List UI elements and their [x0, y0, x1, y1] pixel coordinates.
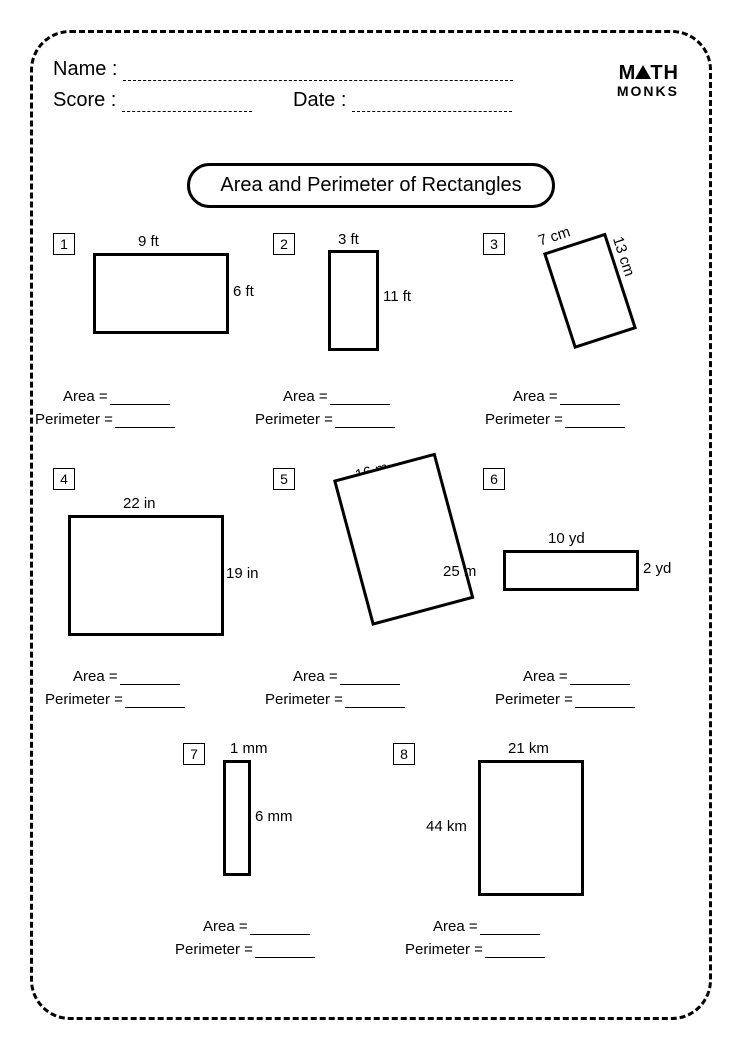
- perimeter-label: Perimeter =: [485, 411, 563, 428]
- height-label: 6 ft: [233, 283, 254, 300]
- problem-number: 2: [273, 233, 295, 255]
- score-date-row: Score : Date :: [53, 89, 689, 112]
- perimeter-blank[interactable]: [115, 415, 175, 428]
- perimeter-blank[interactable]: [485, 945, 545, 958]
- area-blank[interactable]: [330, 392, 390, 405]
- width-label: 9 ft: [138, 233, 159, 250]
- problem-6: 6 10 yd 2 yd Area = Perimeter =: [483, 468, 693, 728]
- triangle-icon: [635, 65, 651, 79]
- name-label: Name :: [53, 58, 117, 81]
- perimeter-blank[interactable]: [575, 695, 635, 708]
- name-field-row: Name :: [53, 58, 689, 81]
- area-label: Area =: [513, 388, 558, 405]
- area-blank[interactable]: [560, 392, 620, 405]
- perimeter-blank[interactable]: [335, 415, 395, 428]
- dashed-frame: Name : Score : Date : MTH MONKS Area and…: [30, 30, 712, 1020]
- answers: Area = Perimeter =: [73, 668, 185, 714]
- rectangle: [223, 760, 251, 876]
- area-label: Area =: [433, 918, 478, 935]
- rectangle: [93, 253, 229, 334]
- area-blank[interactable]: [570, 672, 630, 685]
- header: Name : Score : Date : MTH MONKS: [53, 58, 689, 138]
- area-label: Area =: [283, 388, 328, 405]
- perimeter-label: Perimeter =: [405, 941, 483, 958]
- answers: Area = Perimeter =: [523, 668, 635, 714]
- score-label: Score :: [53, 89, 116, 112]
- rectangle: [333, 453, 474, 626]
- problem-number: 7: [183, 743, 205, 765]
- height-label: 19 in: [226, 565, 259, 582]
- problem-number: 5: [273, 468, 295, 490]
- area-label: Area =: [293, 668, 338, 685]
- worksheet-page: Name : Score : Date : MTH MONKS Area and…: [0, 0, 742, 1050]
- width-label: 10 yd: [548, 530, 585, 547]
- problems-grid: 1 9 ft 6 ft Area = Perimeter = 2 3 ft 11…: [53, 233, 689, 1013]
- date-label: Date :: [293, 89, 346, 112]
- perimeter-blank[interactable]: [125, 695, 185, 708]
- perimeter-label: Perimeter =: [265, 691, 343, 708]
- logo-line1: MTH: [617, 63, 679, 84]
- answers: Area = Perimeter =: [513, 388, 625, 434]
- height-label: 25 m: [443, 563, 476, 580]
- perimeter-label: Perimeter =: [45, 691, 123, 708]
- width-label: 22 in: [123, 495, 156, 512]
- area-blank[interactable]: [250, 922, 310, 935]
- logo-line2: MONKS: [617, 84, 679, 99]
- perimeter-blank[interactable]: [565, 415, 625, 428]
- rectangle: [503, 550, 639, 591]
- perimeter-blank[interactable]: [255, 945, 315, 958]
- perimeter-label: Perimeter =: [35, 411, 113, 428]
- score-line[interactable]: [122, 95, 252, 112]
- area-label: Area =: [523, 668, 568, 685]
- area-blank[interactable]: [110, 392, 170, 405]
- problem-7: 7 1 mm 6 mm Area = Perimeter =: [183, 743, 383, 993]
- area-blank[interactable]: [120, 672, 180, 685]
- logo: MTH MONKS: [617, 63, 679, 99]
- problem-4: 4 22 in 19 in Area = Perimeter =: [53, 468, 263, 728]
- answers: Area = Perimeter =: [203, 918, 315, 964]
- perimeter-label: Perimeter =: [495, 691, 573, 708]
- problem-5: 5 16 m 25 m Area = Perimeter =: [273, 468, 483, 728]
- width-label: 21 km: [508, 740, 549, 757]
- height-label: 6 mm: [255, 808, 293, 825]
- problem-number: 3: [483, 233, 505, 255]
- area-label: Area =: [203, 918, 248, 935]
- width-label: 1 mm: [230, 740, 268, 757]
- problem-1: 1 9 ft 6 ft Area = Perimeter =: [53, 233, 263, 453]
- height-label: 11 ft: [383, 288, 411, 305]
- date-line[interactable]: [352, 95, 512, 112]
- perimeter-label: Perimeter =: [175, 941, 253, 958]
- answers: Area = Perimeter =: [433, 918, 545, 964]
- problem-8: 8 21 km 44 km Area = Perimeter =: [393, 743, 643, 993]
- rectangle: [328, 250, 379, 351]
- height-label: 44 km: [426, 818, 467, 835]
- perimeter-label: Perimeter =: [255, 411, 333, 428]
- area-label: Area =: [73, 668, 118, 685]
- problem-2: 2 3 ft 11 ft Area = Perimeter =: [273, 233, 473, 453]
- answers: Area = Perimeter =: [283, 388, 395, 434]
- name-line[interactable]: [123, 64, 513, 81]
- worksheet-title: Area and Perimeter of Rectangles: [187, 163, 554, 208]
- rectangle: [478, 760, 584, 896]
- area-blank[interactable]: [480, 922, 540, 935]
- problem-number: 4: [53, 468, 75, 490]
- title-wrap: Area and Perimeter of Rectangles: [53, 163, 689, 208]
- area-blank[interactable]: [340, 672, 400, 685]
- problem-number: 8: [393, 743, 415, 765]
- problem-number: 6: [483, 468, 505, 490]
- answers: Area = Perimeter =: [293, 668, 405, 714]
- problem-number: 1: [53, 233, 75, 255]
- area-label: Area =: [63, 388, 108, 405]
- height-label: 2 yd: [643, 560, 671, 577]
- perimeter-blank[interactable]: [345, 695, 405, 708]
- answers: Area = Perimeter =: [63, 388, 175, 434]
- rectangle: [68, 515, 224, 636]
- width-label: 3 ft: [338, 231, 359, 248]
- problem-3: 3 7 cm 13 cm Area = Perimeter =: [483, 233, 693, 453]
